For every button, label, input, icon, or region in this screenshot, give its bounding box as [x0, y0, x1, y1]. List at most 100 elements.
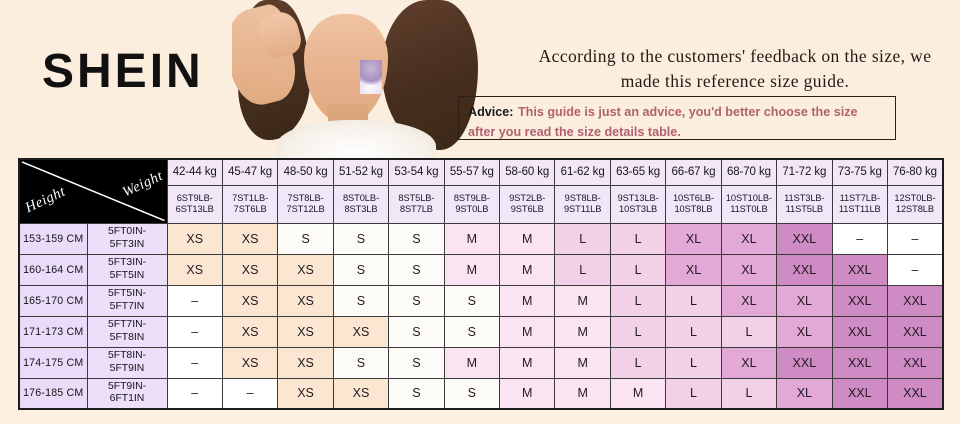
size-cell: XXL	[886, 284, 944, 317]
weight-stone-header: 9ST8LB- 9ST11LB	[554, 184, 611, 224]
weight-kg-header: 66-67 kg	[665, 158, 722, 186]
weight-stone-header: 10ST10LB- 11ST0LB	[720, 184, 778, 224]
height-inch-cell: 5FT3IN- 5FT5IN	[86, 253, 168, 286]
size-cell: L	[609, 222, 667, 255]
size-cell: XXL	[776, 346, 833, 379]
weight-kg-header: 73-75 kg	[831, 158, 888, 186]
weight-kg-header: 51-52 kg	[332, 158, 390, 186]
size-cell: L	[554, 253, 611, 286]
size-cell: L	[665, 315, 722, 348]
size-cell: XXL	[831, 346, 888, 379]
size-cell: XXL	[886, 346, 944, 379]
size-cell: S	[332, 284, 390, 317]
weight-kg-header: 53-54 kg	[388, 158, 445, 186]
model-photo	[232, 0, 494, 160]
height-cm-cell: 160-164 CM	[18, 253, 88, 286]
size-cell: XXL	[886, 377, 944, 410]
weight-stone-header: 9ST2LB- 9ST6LB	[499, 184, 556, 224]
table-row: 171-173 CM 5FT7IN- 5FT8IN – XS XS XS S S M M L L L XL X…	[18, 315, 944, 348]
size-cell: XS	[221, 284, 279, 317]
size-cell: –	[166, 346, 223, 379]
size-cell: XL	[720, 346, 778, 379]
size-cell: M	[499, 284, 556, 317]
advice-text: This guide is just an advice, you'd bett…	[468, 105, 858, 140]
size-cell: XXL	[831, 253, 888, 286]
size-cell: L	[665, 284, 722, 317]
size-cell: XS	[277, 377, 334, 410]
weight-stone-header: 8ST0LB- 8ST3LB	[332, 184, 390, 224]
size-cell: XL	[665, 222, 722, 255]
height-inch-cell: 5FT9IN- 6FT1IN	[86, 377, 168, 410]
height-cm-cell: 171-173 CM	[18, 315, 88, 348]
size-cell: L	[609, 315, 667, 348]
size-cell: XL	[776, 315, 833, 348]
shein-wordmark: SHEIN	[42, 45, 204, 98]
size-cell: S	[388, 315, 445, 348]
size-cell: M	[499, 222, 556, 255]
size-cell: XS	[277, 284, 334, 317]
flower-earring-icon	[360, 60, 382, 94]
weight-stone-header: 7ST1LB- 7ST6LB	[221, 184, 279, 224]
size-cell: XL	[776, 284, 833, 317]
size-cell: XS	[277, 253, 334, 286]
size-cell: M	[554, 346, 611, 379]
size-cell: M	[499, 253, 556, 286]
size-cell: –	[886, 253, 944, 286]
size-cell: M	[443, 346, 501, 379]
size-cell: L	[609, 346, 667, 379]
size-cell: M	[554, 315, 611, 348]
size-cell: XL	[665, 253, 722, 286]
weight-stone-header: 6ST9LB- 6ST13LB	[166, 184, 223, 224]
table-row: 153-159 CM 5FT0IN- 5FT3IN XS XS S S S M M L L XL XL XX…	[18, 222, 944, 255]
size-cell: M	[554, 284, 611, 317]
size-cell: XXL	[776, 253, 833, 286]
size-cell: S	[388, 222, 445, 255]
size-cell: XS	[166, 253, 223, 286]
size-guide-table: Weight Height 42-44 kg 45-47 kg 48-50 kg 51…	[18, 158, 944, 410]
size-cell: S	[388, 253, 445, 286]
size-cell: M	[554, 377, 611, 410]
size-cell: L	[720, 377, 778, 410]
table-row: 165-170 CM 5FT5IN- 5FT7IN – XS XS S S S M M L L XL XL X…	[18, 284, 944, 317]
size-cell: XXL	[831, 315, 888, 348]
size-cell: M	[499, 315, 556, 348]
weight-kg-header: 55-57 kg	[443, 158, 501, 186]
size-cell: L	[609, 253, 667, 286]
weight-stone-header: 11ST3LB- 11ST5LB	[776, 184, 833, 224]
size-cell: XS	[277, 315, 334, 348]
diagonal-divider-icon	[21, 161, 165, 222]
size-cell: XL	[720, 253, 778, 286]
size-cell: L	[665, 377, 722, 410]
size-cell: XS	[221, 315, 279, 348]
weight-stone-header: 9ST13LB- 10ST3LB	[609, 184, 667, 224]
size-cell: –	[221, 377, 279, 410]
table-row: 160-164 CM 5FT3IN- 5FT5IN XS XS XS S S M M L L XL XL X…	[18, 253, 944, 286]
table-row: 176-185 CM 5FT9IN- 6FT1IN – – XS XS S S M M M L L XL XX…	[18, 377, 944, 410]
weight-kg-header: 76-80 kg	[886, 158, 944, 186]
size-cell: XS	[166, 222, 223, 255]
height-inch-cell: 5FT8IN- 5FT9IN	[86, 346, 168, 379]
size-cell: XL	[720, 222, 778, 255]
size-cell: XS	[332, 377, 390, 410]
size-cell: M	[443, 253, 501, 286]
advice-box: Advice: This guide is just an advice, yo…	[458, 96, 896, 140]
height-inch-cell: 5FT5IN- 5FT7IN	[86, 284, 168, 317]
corner-header-cell: Weight Height	[18, 158, 168, 224]
size-cell: XXL	[831, 377, 888, 410]
size-cell: L	[720, 315, 778, 348]
weight-kg-header: 63-65 kg	[609, 158, 667, 186]
size-cell: XS	[332, 315, 390, 348]
weight-kg-header: 68-70 kg	[720, 158, 778, 186]
size-cell: –	[166, 377, 223, 410]
size-cell: L	[665, 346, 722, 379]
height-inch-cell: 5FT0IN- 5FT3IN	[86, 222, 168, 255]
size-cell: L	[554, 222, 611, 255]
size-cell: S	[332, 222, 390, 255]
hero-banner	[0, 0, 960, 160]
size-cell: XS	[221, 253, 279, 286]
weight-kg-header: 45-47 kg	[221, 158, 279, 186]
size-cell: S	[443, 377, 501, 410]
size-cell: S	[388, 377, 445, 410]
weight-stone-header: 12ST0LB- 12ST8LB	[886, 184, 944, 224]
height-cm-cell: 153-159 CM	[18, 222, 88, 255]
